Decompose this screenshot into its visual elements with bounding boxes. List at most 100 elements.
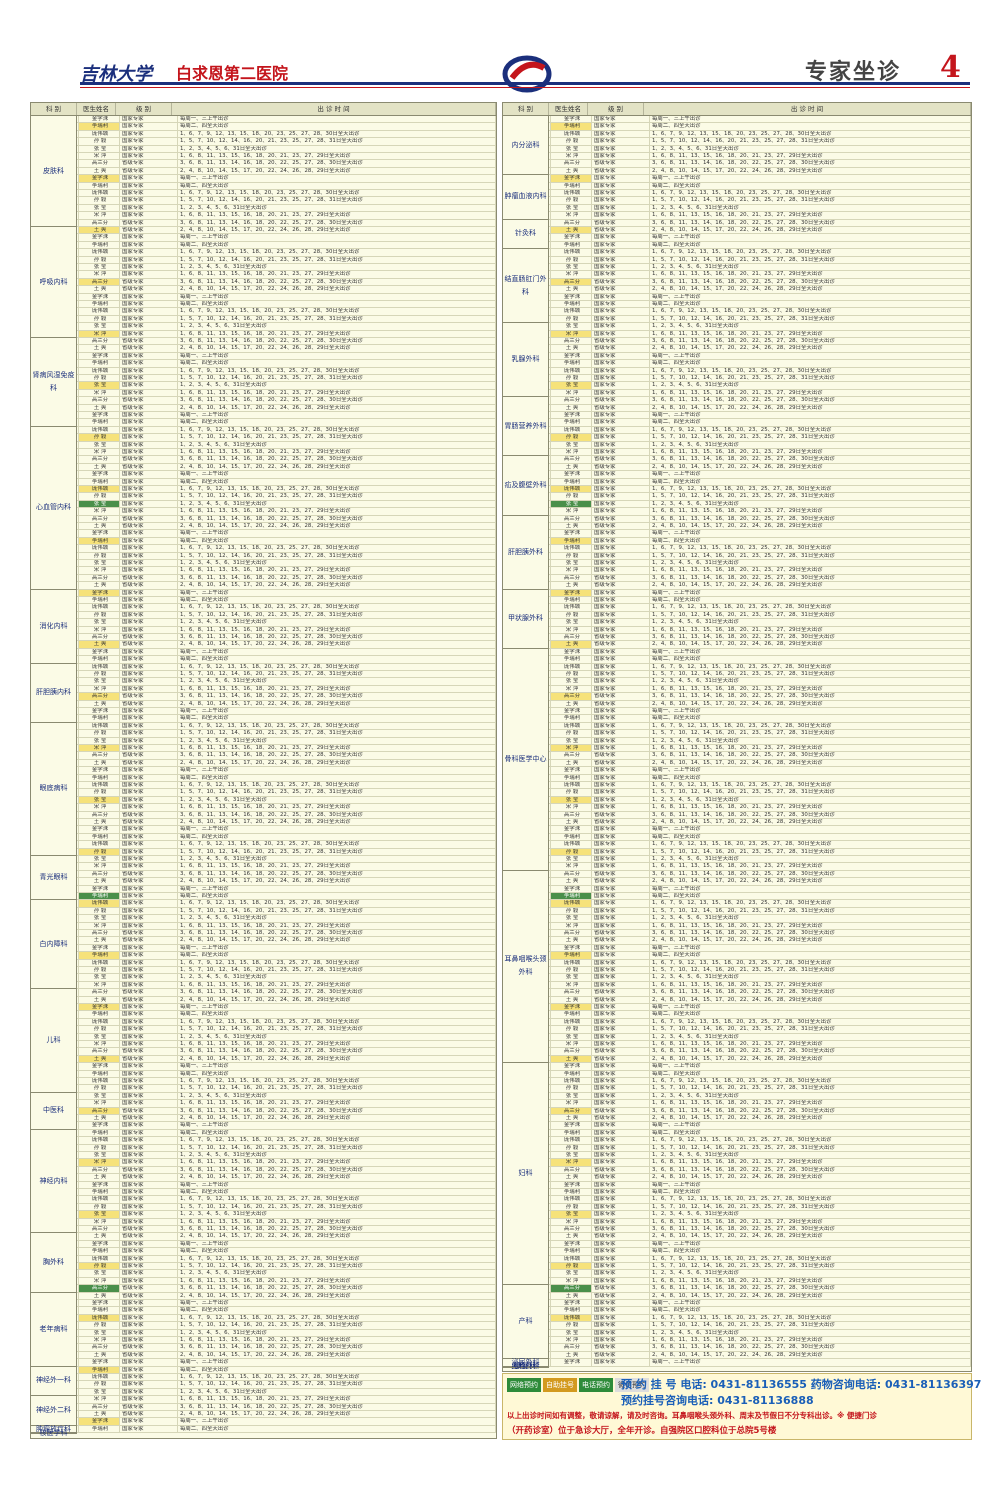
table-row: 高兰芬 省级专家 3、6、8、11、13、14、16、18、20、22、25、27、… bbox=[31, 1107, 496, 1115]
table-row: 孙 毅国家专家 1、5、7、10、12、14、16、20、21、23、25、27、… bbox=[503, 256, 971, 264]
table-row: 金学洙 国家专家 每周一、三上午出诊 bbox=[503, 1181, 971, 1189]
table-row: 孙 毅国家专家 1、5、7、10、12、14、16、20、21、23、25、27、… bbox=[503, 1144, 971, 1152]
doctor-name: 高兰芬 bbox=[79, 1107, 120, 1114]
table-row: 金学洙 国家专家 每周一、三上午出诊 bbox=[31, 471, 496, 479]
dept-cell bbox=[503, 567, 551, 574]
dept-cell bbox=[503, 397, 551, 404]
clinic-time: 3、6、8、11、13、14、16、18、20、22、25、27、28、30日全… bbox=[178, 811, 496, 818]
doctor-level: 国家专家 bbox=[592, 375, 650, 382]
dept-label: 神经外二科 bbox=[31, 1396, 77, 1426]
badge-self-service[interactable]: 自助挂号 bbox=[543, 1378, 577, 1392]
table-row: 孙 毅国家专家 1、5、7、10、12、14、16、20、21、23、25、27、… bbox=[31, 1263, 496, 1271]
table-row: 高兰芬 省级专家 3、6、8、11、13、14、16、18、20、22、25、27、… bbox=[503, 1048, 971, 1056]
clinic-time: 每周一、三上午出诊 bbox=[650, 1359, 971, 1366]
badge-wechat[interactable]: 微信预约 bbox=[615, 1378, 649, 1392]
dept-cell bbox=[31, 930, 79, 937]
table-row: 张 莹国家专家 1、2、3、4、5、6、31日全天出诊 bbox=[31, 382, 496, 390]
doctor-name: 庞伟城 bbox=[79, 1137, 120, 1144]
badge-online[interactable]: 网络预约 bbox=[507, 1378, 541, 1392]
clinic-time: 1、2、3、4、5、6、31日全天出诊 bbox=[178, 974, 496, 981]
clinic-time: 3、6、8、11、13、14、16、18、20、22、25、27、28、30日全… bbox=[178, 1344, 496, 1351]
doctor-level: 省级专家 bbox=[120, 1048, 178, 1055]
dept-cell bbox=[503, 486, 551, 493]
clinic-time: 每周二、四全天出诊 bbox=[178, 715, 496, 722]
table-row: 宋 萍国家专家 1、6、8、11、13、15、16、18、20、21、23、27、… bbox=[31, 922, 496, 930]
clinic-time: 每周一、三上午出诊 bbox=[650, 1063, 971, 1070]
dept-cell bbox=[503, 774, 551, 781]
badge-phone[interactable]: 电话预约 bbox=[579, 1378, 613, 1392]
doctor-name: 宋 萍 bbox=[79, 271, 120, 278]
table-row: 金学洙 国家专家 每周一、三上午出诊 bbox=[503, 648, 971, 657]
doctor-name: 王 爽 bbox=[79, 167, 120, 175]
dept-cell bbox=[503, 870, 551, 878]
dept-cell bbox=[503, 589, 551, 596]
dept-cell bbox=[31, 264, 79, 271]
doctor-level: 国家专家 bbox=[592, 767, 650, 774]
clinic-time: 1、2、3、4、5、6、31日全天出诊 bbox=[178, 737, 496, 744]
clinic-time: 1、6、7、9、12、13、15、18、20、23、25、27、28、30日全天… bbox=[178, 1196, 496, 1203]
clinic-time: 每周一、三上午出诊 bbox=[178, 885, 496, 892]
clinic-time: 每周一、三上午出诊 bbox=[178, 471, 496, 478]
clinic-time: 1、5、7、10、12、14、16、20、21、23、25、27、28、31日全… bbox=[650, 138, 971, 145]
clinic-time: 2、4、8、10、14、15、17、20、22、24、26、28、29日全天出诊 bbox=[178, 937, 496, 944]
doctor-name: 李瑞利 bbox=[551, 419, 592, 426]
clinic-time: 1、2、3、4、5、6、31日全天出诊 bbox=[178, 560, 496, 567]
table-row: 宋 萍国家专家 1、6、8、11、13、15、16、18、20、21、23、27、… bbox=[31, 1100, 496, 1108]
clinic-time: 1、2、3、4、5、6、31日全天出诊 bbox=[178, 145, 496, 152]
clinic-time: 每周二、四全天出诊 bbox=[650, 1248, 971, 1255]
doctor-level: 国家专家 bbox=[592, 678, 650, 685]
dept-cell bbox=[503, 1307, 551, 1314]
clinic-time: 2、4、8、10、14、15、17、20、22、24、26、28、29日全天出诊 bbox=[178, 1174, 496, 1181]
table-row: 庞伟城 国家专家 1、6、7、9、12、13、15、18、20、23、25、27、2… bbox=[503, 1314, 971, 1323]
table-row: 李瑞利 国家专家 每周二、四全天出诊 bbox=[503, 774, 971, 782]
dept-label: 骨科医学中心 bbox=[503, 648, 549, 871]
table-row: 孙 毅国家专家 1、5、7、10、12、14、16、20、21、23、25、27、… bbox=[31, 967, 496, 975]
doctor-level: 省级专家 bbox=[120, 582, 178, 589]
doctor-name: 孙 毅 bbox=[551, 1203, 592, 1211]
doctor-name: 张 莹 bbox=[79, 1092, 120, 1100]
doctor-level: 国家专家 bbox=[592, 745, 650, 752]
clinic-time: 3、6、8、11、13、14、16、18、20、22、25、27、28、30日全… bbox=[178, 752, 496, 759]
table-row: 张 莹国家专家 1、2、3、4、5、6、31日全天出诊 bbox=[503, 204, 971, 213]
dept-cell bbox=[503, 1100, 551, 1107]
clinic-time: 每周二、四全天出诊 bbox=[650, 656, 971, 663]
doctor-level: 省级专家 bbox=[120, 634, 178, 641]
doctor-level: 国家专家 bbox=[120, 1100, 178, 1107]
doctor-level: 国家专家 bbox=[120, 419, 178, 426]
doctor-name: 宋 萍 bbox=[79, 922, 120, 929]
doctor-name: 高兰芬 bbox=[79, 1048, 120, 1055]
dept-cell bbox=[31, 130, 79, 138]
dept-label: 乳腺外科 bbox=[503, 323, 549, 398]
doctor-level: 国家专家 bbox=[592, 685, 650, 693]
table-row: 孙 毅国家专家 1、5、7、10、12、14、16、20、21、23、25、27、… bbox=[503, 1322, 971, 1330]
doctor-level: 国家专家 bbox=[120, 271, 178, 278]
clinic-time: 1、2、3、4、5、6、31日全天出诊 bbox=[178, 915, 496, 922]
table-row: 李瑞利 国家专家 每周二、四全天出诊 bbox=[31, 1366, 496, 1374]
dept-cell bbox=[503, 1300, 551, 1307]
clinic-time: 每周一、三上午出诊 bbox=[650, 352, 971, 360]
doctor-name: 金学洙 bbox=[551, 1122, 592, 1129]
dept-label: 青光眼科 bbox=[31, 856, 77, 901]
table-row: 张 莹国家专家 1、2、3、4、5、6、31日全天出诊 bbox=[503, 264, 971, 272]
doctor-name: 王 爽 bbox=[79, 523, 120, 530]
clinic-time: 2、4、8、10、14、15、17、20、22、24、26、28、29日全天出诊 bbox=[650, 1233, 971, 1240]
dept-cell bbox=[31, 219, 79, 226]
doctor-level: 省级专家 bbox=[592, 1115, 650, 1122]
table-row: 金学洙 国家专家 每周一、三上午出诊 bbox=[503, 471, 971, 479]
doctor-level: 省级专家 bbox=[592, 1285, 650, 1292]
doctor-name: 宋 萍 bbox=[551, 804, 592, 811]
table-row: 李瑞利 国家专家 每周二、四全天出诊 bbox=[503, 1189, 971, 1197]
table-row: 李瑞利 国家专家 每周二、四全天出诊 bbox=[31, 182, 496, 190]
dept-cell bbox=[31, 1314, 79, 1322]
doctor-level: 省级专家 bbox=[592, 397, 650, 404]
dept-cell bbox=[503, 190, 551, 197]
doctor-name: 李瑞利 bbox=[79, 360, 120, 367]
doctor-level: 省级专家 bbox=[120, 278, 178, 286]
dept-cell bbox=[31, 1300, 79, 1307]
doctor-name: 孙 毅 bbox=[79, 1203, 120, 1211]
clinic-time: 每周一、三上午出诊 bbox=[650, 530, 971, 537]
dept-cell bbox=[31, 412, 79, 419]
dept-cell bbox=[31, 626, 79, 633]
doctor-level: 国家专家 bbox=[592, 389, 650, 397]
table-row: 庞伟城 国家专家 1、6、7、9、12、13、15、18、20、23、25、27、2… bbox=[503, 426, 971, 435]
